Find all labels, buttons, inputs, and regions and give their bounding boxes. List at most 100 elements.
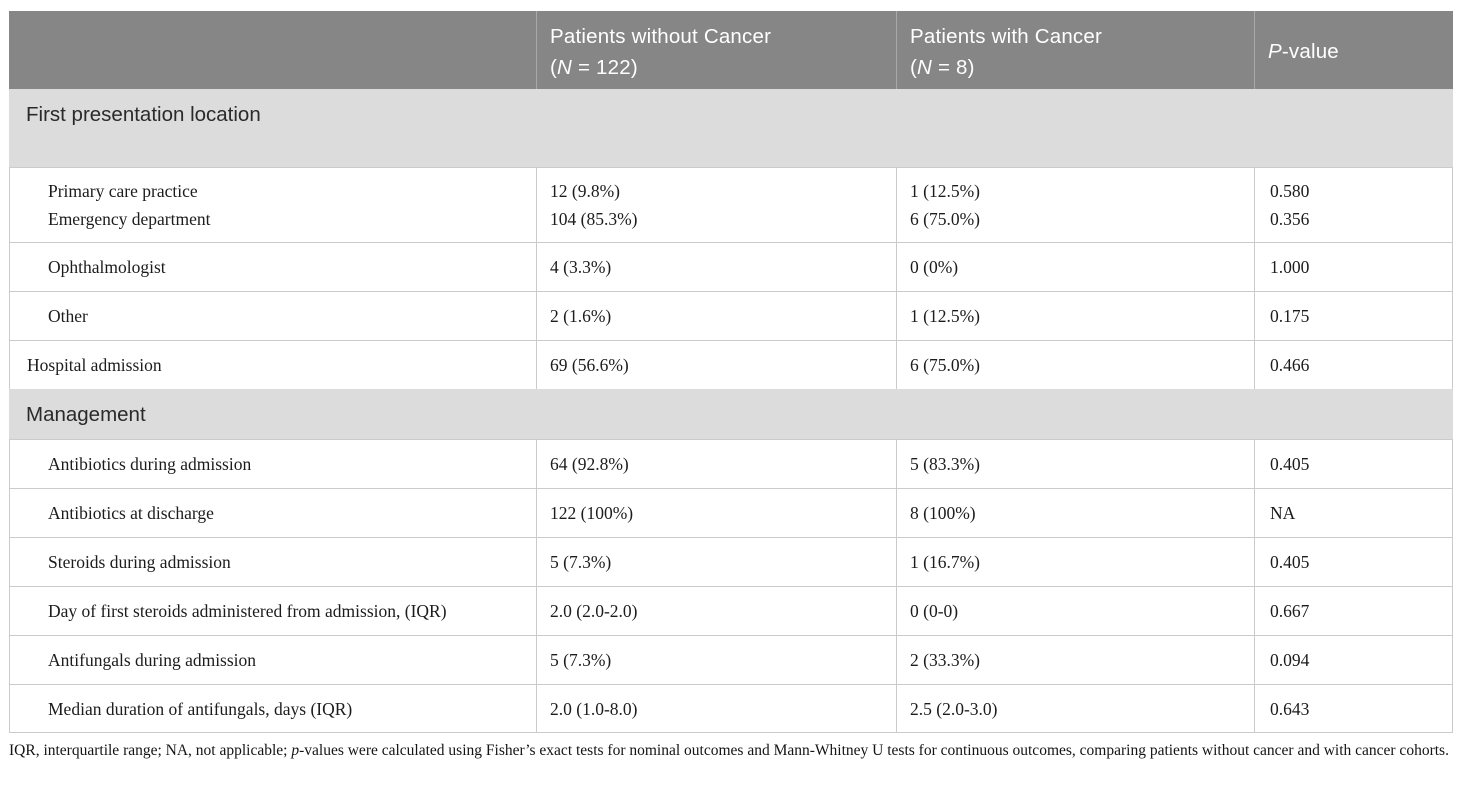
cell-value: 0.405 bbox=[1270, 552, 1310, 572]
with-cancer-value-cell: 0 (0-0) bbox=[896, 587, 1254, 635]
row-label: Emergency department bbox=[48, 209, 211, 229]
italic-n: N bbox=[557, 56, 573, 79]
row-label-cell: Antifungals during admission bbox=[10, 636, 536, 684]
row-label: Day of first steroids administered from … bbox=[48, 601, 447, 621]
row-label: Other bbox=[48, 306, 88, 326]
row-label: Primary care practice bbox=[48, 181, 198, 201]
with-cancer-value-cell: 0 (0%) bbox=[896, 243, 1254, 291]
cell-value: 0.667 bbox=[1270, 601, 1310, 621]
cell-value: 0.175 bbox=[1270, 306, 1310, 326]
cell-value: NA bbox=[1270, 503, 1296, 523]
italic-p: p bbox=[291, 742, 300, 759]
without-cancer-value-cell: 64 (92.8%) bbox=[536, 440, 896, 488]
p-value-cell: 0.580 0.356 bbox=[1254, 168, 1452, 242]
table-row-antifungals-during-admission: Antifungals during admission 5 (7.3%) 2 … bbox=[9, 635, 1453, 684]
p-value-cell: 1.000 bbox=[1254, 243, 1452, 291]
with-cancer-value-cell: 6 (75.0%) bbox=[896, 341, 1254, 389]
cell-value: 1.000 bbox=[1270, 257, 1310, 277]
row-label: Median duration of antifungals, days (IQ… bbox=[48, 698, 353, 719]
cell-value: 12 (9.8%) bbox=[550, 181, 620, 201]
table-row-presentation-primary-emergency: Primary care practice Emergency departme… bbox=[9, 167, 1453, 242]
row-label-cell: Antibiotics at discharge bbox=[10, 489, 536, 537]
column-header-line2: (N = 8) bbox=[910, 56, 975, 79]
cell-value: 2.5 (2.0-3.0) bbox=[910, 698, 998, 719]
with-cancer-value-cell: 2 (33.3%) bbox=[896, 636, 1254, 684]
without-cancer-value-cell: 12 (9.8%) 104 (85.3%) bbox=[536, 168, 896, 242]
row-label: Steroids during admission bbox=[48, 552, 231, 572]
cell-value: 5 (7.3%) bbox=[550, 552, 612, 572]
table-row-other: Other 2 (1.6%) 1 (12.5%) 0.175 bbox=[9, 291, 1453, 340]
italic-n: N bbox=[917, 56, 933, 79]
row-label: Hospital admission bbox=[27, 355, 162, 375]
p-value-cell: 0.405 bbox=[1254, 538, 1452, 586]
without-cancer-value-cell: 2 (1.6%) bbox=[536, 292, 896, 340]
p-value-cell: 0.175 bbox=[1254, 292, 1452, 340]
p-value-cell: 0.466 bbox=[1254, 341, 1452, 389]
with-cancer-value-cell: 5 (83.3%) bbox=[896, 440, 1254, 488]
row-label-cell: Antibiotics during admission bbox=[10, 440, 536, 488]
row-label: Antibiotics at discharge bbox=[48, 503, 214, 523]
table-row-antibiotics-at-discharge: Antibiotics at discharge 122 (100%) 8 (1… bbox=[9, 488, 1453, 537]
with-cancer-value-cell: 8 (100%) bbox=[896, 489, 1254, 537]
clinical-outcomes-table: Patients without Cancer (N = 122) Patien… bbox=[9, 11, 1453, 733]
cell-value: 6 (75.0%) bbox=[910, 355, 980, 375]
column-header-line1: Patients without Cancer bbox=[550, 25, 772, 48]
p-value-cell: 0.094 bbox=[1254, 636, 1452, 684]
row-label-cell: Hospital admission bbox=[10, 341, 536, 389]
table-footnote: IQR, interquartile range; NA, not applic… bbox=[9, 739, 1455, 763]
p-value-cell: 0.643 bbox=[1254, 685, 1452, 732]
p-value-cell: NA bbox=[1254, 489, 1452, 537]
italic-p: P bbox=[1268, 39, 1282, 63]
section-header-management: Management bbox=[9, 389, 1453, 439]
with-cancer-value-cell: 1 (16.7%) bbox=[896, 538, 1254, 586]
table-row-median-duration-antifungals: Median duration of antifungals, days (IQ… bbox=[9, 684, 1453, 733]
section-header-first-presentation-location: First presentation location bbox=[9, 89, 1453, 167]
cell-value: 0.643 bbox=[1270, 698, 1310, 719]
cell-value: 1 (12.5%) bbox=[910, 306, 980, 326]
cell-value: 1 (12.5%) bbox=[910, 181, 980, 201]
without-cancer-value-cell: 4 (3.3%) bbox=[536, 243, 896, 291]
row-label: Antibiotics during admission bbox=[48, 454, 252, 474]
table-row-day-of-first-steroids: Day of first steroids administered from … bbox=[9, 586, 1453, 635]
column-header-patients-with-cancer: Patients with Cancer (N = 8) bbox=[896, 11, 1254, 89]
with-cancer-value-cell: 1 (12.5%) 6 (75.0%) bbox=[896, 168, 1254, 242]
cell-value: 64 (92.8%) bbox=[550, 454, 629, 474]
row-label: Antifungals during admission bbox=[48, 650, 257, 670]
column-header-line1: Patients with Cancer bbox=[910, 25, 1103, 48]
cell-value: 0.580 bbox=[1270, 181, 1310, 201]
row-label-cell: Median duration of antifungals, days (IQ… bbox=[10, 685, 536, 732]
column-header-p-value: P-value bbox=[1254, 11, 1453, 89]
table-row-ophthalmologist: Ophthalmologist 4 (3.3%) 0 (0%) 1.000 bbox=[9, 242, 1453, 291]
cell-value: 2 (33.3%) bbox=[910, 650, 980, 670]
without-cancer-value-cell: 2.0 (2.0-2.0) bbox=[536, 587, 896, 635]
with-cancer-value-cell: 2.5 (2.0-3.0) bbox=[896, 685, 1254, 732]
cell-value: 5 (7.3%) bbox=[550, 650, 612, 670]
without-cancer-value-cell: 69 (56.6%) bbox=[536, 341, 896, 389]
cell-value: 0.356 bbox=[1270, 209, 1310, 229]
column-header-empty bbox=[9, 11, 536, 89]
column-header-line2: (N = 122) bbox=[550, 56, 638, 79]
table-row-antibiotics-during-admission: Antibiotics during admission 64 (92.8%) … bbox=[9, 439, 1453, 488]
table-header-row: Patients without Cancer (N = 122) Patien… bbox=[9, 11, 1453, 89]
cell-value: 0.094 bbox=[1270, 650, 1310, 670]
cell-value: 8 (100%) bbox=[910, 503, 976, 523]
p-value-cell: 0.405 bbox=[1254, 440, 1452, 488]
cell-value: 1 (16.7%) bbox=[910, 552, 980, 572]
row-label: Ophthalmologist bbox=[48, 257, 166, 277]
cell-value: 0 (0%) bbox=[910, 257, 959, 277]
row-label-cell: Ophthalmologist bbox=[10, 243, 536, 291]
without-cancer-value-cell: 5 (7.3%) bbox=[536, 538, 896, 586]
cell-value: 2.0 (2.0-2.0) bbox=[550, 601, 638, 621]
with-cancer-value-cell: 1 (12.5%) bbox=[896, 292, 1254, 340]
row-label-cell: Day of first steroids administered from … bbox=[10, 587, 536, 635]
cell-value: 104 (85.3%) bbox=[550, 209, 638, 229]
cell-value: 2.0 (1.0-8.0) bbox=[550, 698, 638, 719]
cell-value: 6 (75.0%) bbox=[910, 209, 980, 229]
table-row-steroids-during-admission: Steroids during admission 5 (7.3%) 1 (16… bbox=[9, 537, 1453, 586]
p-value-cell: 0.667 bbox=[1254, 587, 1452, 635]
without-cancer-value-cell: 122 (100%) bbox=[536, 489, 896, 537]
cell-value: 4 (3.3%) bbox=[550, 257, 612, 277]
without-cancer-value-cell: 5 (7.3%) bbox=[536, 636, 896, 684]
cell-value: 5 (83.3%) bbox=[910, 454, 980, 474]
table-row-hospital-admission: Hospital admission 69 (56.6%) 6 (75.0%) … bbox=[9, 340, 1453, 389]
